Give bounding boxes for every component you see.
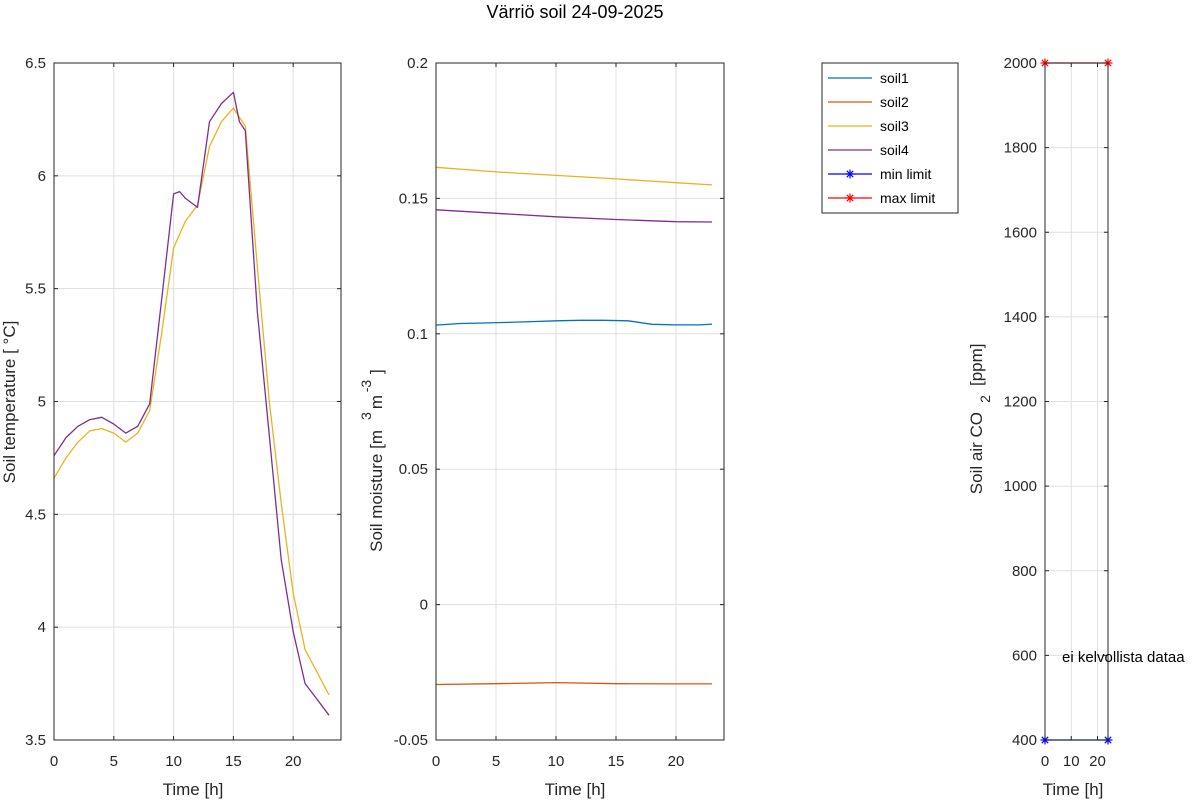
moisture-series-soil3 xyxy=(435,166,713,186)
moisture-y-tick-label: 0.05 xyxy=(399,461,428,478)
legend-label: soil4 xyxy=(880,142,909,158)
co2-y-tick-label: 600 xyxy=(1012,647,1037,664)
temperature-x-tick-label: 20 xyxy=(285,753,302,770)
moisture-y-label: Soil moisture [m 3 m -3 ] xyxy=(358,369,386,552)
legend-label: soil2 xyxy=(880,94,909,110)
legend-box xyxy=(821,62,959,214)
co2-x-tick-label: 0 xyxy=(1041,753,1049,770)
moisture-plot-area xyxy=(436,63,724,740)
moisture-x-tick-label: 5 xyxy=(492,753,500,770)
no-valid-data-annotation: ei kelvollista dataa xyxy=(1062,649,1185,666)
moisture-y-label-sup2: -3 xyxy=(358,380,374,393)
co2-y-tick-label: 1800 xyxy=(1004,140,1037,157)
moisture-series-soil4 xyxy=(435,209,713,223)
temperature-y-tick-label: 6.5 xyxy=(25,55,46,72)
legend: soil1 soil2 soil3 soil4 min limit max limit xyxy=(821,62,959,214)
co2-x-tick-label: 20 xyxy=(1089,753,1106,770)
co2-y-tick-label: 400 xyxy=(1012,732,1037,749)
temperature-axes: 0 5 10 15 20 3.5 4 4.5 5 5.5 6 6.5 xyxy=(25,55,342,770)
moisture-y-tick-label: 0.1 xyxy=(407,326,428,343)
co2-y-tick-label: 1600 xyxy=(1004,224,1037,241)
moisture-y-tick-label: 0.2 xyxy=(407,55,428,72)
moisture-y-tick-label: 0.15 xyxy=(399,190,428,207)
temperature-x-tick-label: 0 xyxy=(50,753,58,770)
co2-y-tick-label: 800 xyxy=(1012,563,1037,580)
co2-x-tick-label: 10 xyxy=(1063,753,1080,770)
co2-y-label-end: [ppm] xyxy=(967,343,986,386)
moisture-x-tick-label: 10 xyxy=(548,753,565,770)
moisture-series-soil1 xyxy=(435,319,713,326)
legend-entry: max limit xyxy=(828,190,935,206)
temperature-x-tick-label: 5 xyxy=(110,753,118,770)
temperature-series-soil3 xyxy=(53,107,330,696)
co2-y-label: Soil air CO 2 [ppm] xyxy=(967,343,993,494)
moisture-y-label-main: Soil moisture [m xyxy=(367,430,386,552)
temperature-y-tick-label: 4 xyxy=(38,619,46,636)
temperature-y-tick-label: 5.5 xyxy=(25,281,46,298)
moisture-y-tick-label: 0 xyxy=(420,597,428,614)
legend-label: max limit xyxy=(880,190,935,206)
moisture-series-soil2 xyxy=(435,681,712,686)
legend-entry: min limit xyxy=(828,166,931,182)
moisture-x-label: Time [h] xyxy=(545,780,606,799)
co2-axes: 0 10 20 400 600 800 1000 1200 1400 1600 1800 2000 xyxy=(1004,55,1113,770)
legend-entry: soil3 xyxy=(828,118,909,134)
temperature-x-tick-label: 15 xyxy=(225,753,242,770)
temperature-y-tick-label: 3.5 xyxy=(25,732,46,749)
moisture-y-label-sup1: 3 xyxy=(358,412,374,420)
co2-y-label-main: Soil air CO xyxy=(967,412,986,494)
figure-title: Värriö soil 24-09-2025 xyxy=(486,2,663,22)
legend-label: soil3 xyxy=(880,118,909,134)
temperature-x-tick-label: 10 xyxy=(165,753,182,770)
temperature-axes-frame xyxy=(53,62,342,741)
co2-y-tick-label: 1000 xyxy=(1004,478,1037,495)
co2-x-label: Time [h] xyxy=(1043,780,1104,799)
co2-y-tick-label: 1400 xyxy=(1004,309,1037,326)
temperature-y-tick-label: 6 xyxy=(38,168,46,185)
co2-y-tick-label: 1200 xyxy=(1004,394,1037,411)
moisture-x-tick-label: 20 xyxy=(668,753,685,770)
legend-marker xyxy=(845,193,855,203)
co2-y-tick-label: 2000 xyxy=(1004,55,1037,72)
moisture-y-label-mid: m xyxy=(367,395,386,409)
moisture-axes-frame xyxy=(435,62,725,741)
temperature-series-soil4 xyxy=(53,91,330,716)
moisture-x-tick-label: 15 xyxy=(608,753,625,770)
legend-entry: soil1 xyxy=(828,70,909,86)
moisture-x-tick-label: 0 xyxy=(432,753,440,770)
moisture-y-label-end: ] xyxy=(367,369,386,374)
temperature-y-tick-label: 4.5 xyxy=(25,506,46,523)
legend-entry: soil2 xyxy=(828,94,909,110)
legend-marker xyxy=(845,169,855,179)
co2-axes-frame xyxy=(1044,62,1109,741)
co2-y-label-sub: 2 xyxy=(977,395,993,403)
legend-entry: soil4 xyxy=(828,142,909,158)
temperature-y-tick-label: 5 xyxy=(38,394,46,411)
moisture-y-tick-label: -0.05 xyxy=(394,732,428,749)
legend-label: soil1 xyxy=(880,70,909,86)
temperature-y-label: Soil temperature [ °C] xyxy=(0,321,19,484)
legend-label: min limit xyxy=(880,166,931,182)
temperature-x-label: Time [h] xyxy=(163,780,224,799)
